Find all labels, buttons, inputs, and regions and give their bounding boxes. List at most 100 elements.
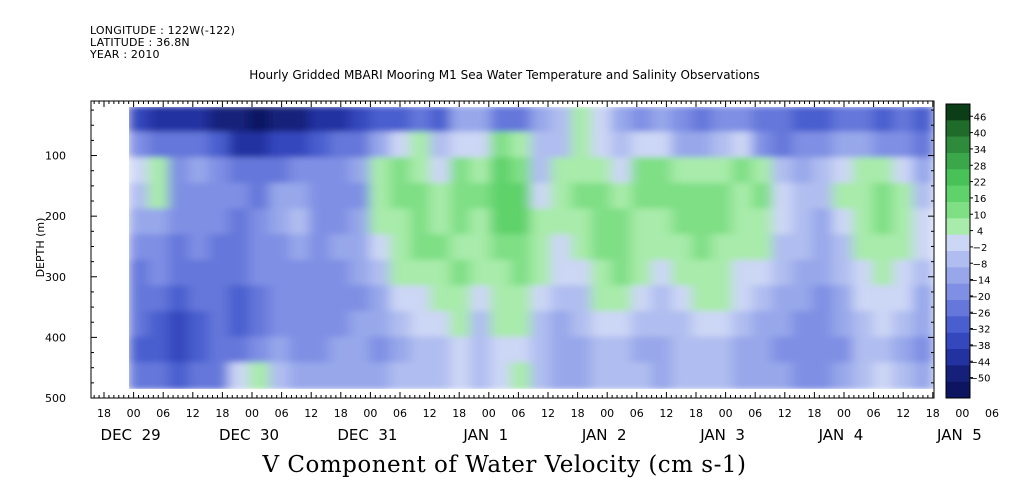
heatmap-cell (651, 311, 674, 339)
heatmap-cell (349, 182, 372, 211)
heatmap-cell (772, 208, 795, 237)
heatmap-cell (852, 336, 875, 365)
heatmap-cell (510, 208, 533, 237)
heatmap-cell (751, 157, 774, 185)
heatmap-cell (289, 208, 312, 237)
heatmap-cell (812, 362, 835, 389)
heatmap-cell (168, 259, 191, 288)
heatmap-cell (590, 259, 613, 288)
x-hour-label: 00 (955, 407, 969, 420)
heatmap-cell (470, 336, 493, 365)
x-hour-label: 06 (985, 407, 999, 420)
heatmap-cell (268, 208, 291, 237)
heatmap-cell (289, 182, 312, 211)
heatmap-cell (892, 311, 915, 339)
x-hour-label: 12 (541, 407, 555, 420)
heatmap-cell (329, 336, 352, 365)
heatmap-cell (490, 107, 513, 134)
heatmap-cell (772, 157, 795, 185)
x-hour-label: 12 (423, 407, 437, 420)
heatmap-cell (450, 234, 473, 262)
heatmap-cell (550, 336, 573, 365)
heatmap-cell (248, 259, 271, 288)
heatmap-cell (329, 259, 352, 288)
heatmap-cell (470, 107, 493, 134)
heatmap-cell (812, 131, 835, 160)
heatmap-cell (248, 182, 271, 211)
heatmap-cell (651, 107, 674, 134)
heatmap-cell (389, 285, 412, 313)
heatmap-cell (792, 362, 815, 389)
x-hour-label: 12 (896, 407, 910, 420)
heatmap-cell (208, 182, 231, 211)
heatmap-cell (832, 285, 855, 313)
heatmap-cell (289, 285, 312, 313)
heatmap-cell (208, 362, 231, 389)
heatmap-cell (792, 107, 815, 134)
heatmap-cell (168, 182, 191, 211)
colorbar-swatch (946, 234, 970, 252)
heatmap-cell (148, 208, 171, 237)
heatmap-cell (510, 285, 533, 313)
heatmap-cell (872, 131, 895, 160)
heatmap-cell (691, 311, 714, 339)
heatmap-cell (429, 285, 452, 313)
heatmap-cell (832, 107, 855, 134)
heatmap-cell (228, 157, 251, 185)
heatmap-cell (832, 234, 855, 262)
heatmap-cell (349, 336, 372, 365)
heatmap-cell (912, 285, 934, 313)
heatmap-cell (470, 362, 493, 389)
heatmap-cell (792, 234, 815, 262)
colorbar-swatch (946, 169, 970, 186)
heatmap-cell (268, 336, 291, 365)
heatmap-cell (651, 157, 674, 185)
colorbar-border (945, 103, 971, 399)
heatmap-cell (228, 131, 251, 160)
heatmap-cell (912, 311, 934, 339)
heatmap-cell (248, 157, 271, 185)
heatmap-cell (148, 285, 171, 313)
heatmap-cell (872, 311, 895, 339)
heatmap-cell (912, 362, 934, 389)
heatmap-cell (772, 107, 795, 134)
heatmap-cell (490, 362, 513, 389)
heatmap-cell (550, 157, 573, 185)
heatmap-cell (369, 208, 392, 237)
heatmap-cell (289, 259, 312, 288)
heatmap-cell (450, 285, 473, 313)
heatmap-cell (812, 259, 835, 288)
heatmap-cell (711, 285, 734, 313)
heatmap-cell (429, 234, 452, 262)
x-hour-label: 00 (245, 407, 259, 420)
heatmap-cell (248, 131, 271, 160)
heatmap-cell (651, 362, 674, 389)
heatmap-cell (369, 311, 392, 339)
heatmap-cell (550, 259, 573, 288)
heatmap-cell (570, 157, 593, 185)
heatmap-cell (892, 362, 915, 389)
heatmap-cell (510, 182, 533, 211)
colorbar-label: −44 (969, 357, 990, 368)
year-label: YEAR : 2010 (90, 48, 160, 61)
heatmap-cell (892, 131, 915, 160)
heatmap-cell (872, 259, 895, 288)
heatmap-cell (168, 157, 191, 185)
heatmap-cell (631, 131, 654, 160)
heatmap-cell (772, 311, 795, 339)
heatmap-cell (832, 311, 855, 339)
heatmap-cell (470, 311, 493, 339)
x-hour-label: 18 (689, 407, 703, 420)
heatmap-cell (188, 259, 211, 288)
heatmap-cell (852, 259, 875, 288)
heatmap-cell (570, 131, 593, 160)
x-hour-label: 18 (807, 407, 821, 420)
heatmap-cell (450, 311, 473, 339)
y-tick-label: 100 (45, 150, 66, 163)
heatmap-cell (751, 131, 774, 160)
x-day-label: JAN 4 (818, 426, 864, 444)
heatmap-cell (852, 311, 875, 339)
heatmap-cell (369, 157, 392, 185)
heatmap-cell (409, 107, 432, 134)
heatmap-cell (490, 157, 513, 185)
